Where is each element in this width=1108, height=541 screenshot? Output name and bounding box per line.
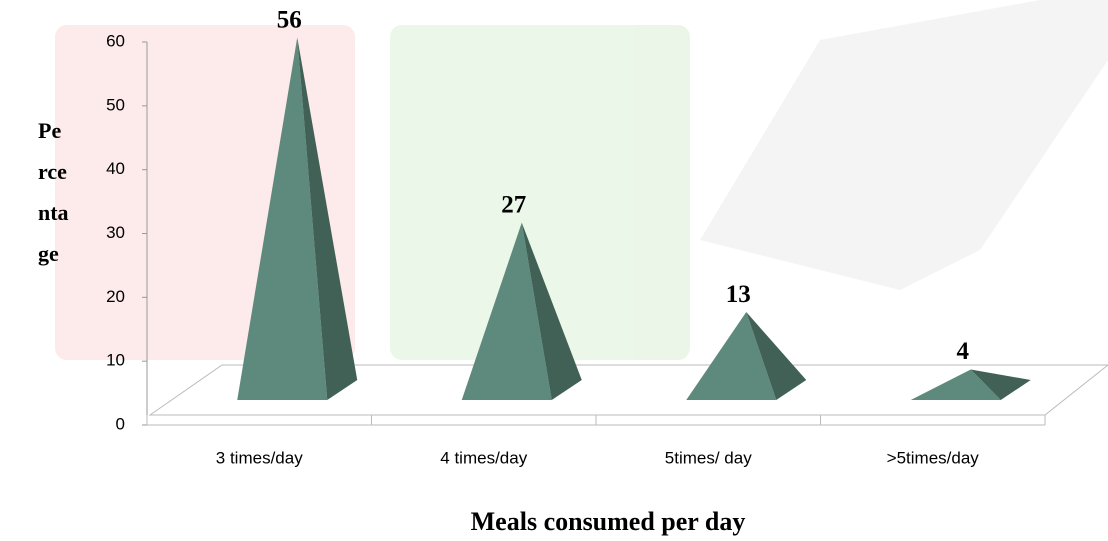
pyramid-side [297, 37, 358, 401]
x-tick-label: 5times/ day [665, 448, 752, 467]
x-tick-label: 3 times/day [216, 448, 303, 467]
value-label: 13 [726, 281, 751, 308]
y-tick-label: 0 [116, 414, 125, 433]
y-tick-label: 50 [106, 95, 125, 114]
y-tick-label: 60 [106, 31, 125, 50]
pyramid-side [970, 369, 1031, 400]
x-axis-label: Meals consumed per day [471, 507, 746, 536]
pyramid-front [461, 222, 552, 400]
watermark [55, 0, 1108, 360]
pyramid-side [746, 312, 807, 400]
pyramid-front [686, 312, 777, 400]
watermark-shape [390, 25, 690, 360]
value-label: 4 [957, 338, 970, 365]
y-axis-label: Pe [38, 118, 61, 143]
value-label: 27 [501, 191, 526, 218]
x-tick-label: >5times/day [887, 448, 980, 467]
x-tick-label: 4 times/day [440, 448, 527, 467]
y-tick-label: 20 [106, 287, 125, 306]
pyramid-side [521, 222, 582, 400]
y-axis-label: rce [38, 159, 67, 184]
y-tick-label: 10 [106, 351, 125, 370]
floor [148, 364, 1108, 416]
y-axis-label: nta [38, 200, 69, 225]
y-axis-label: ge [38, 241, 59, 266]
y-tick-label: 40 [106, 159, 125, 178]
value-label: 56 [277, 6, 302, 33]
y-tick-label: 30 [106, 223, 125, 242]
watermark-shape [700, 0, 1108, 290]
